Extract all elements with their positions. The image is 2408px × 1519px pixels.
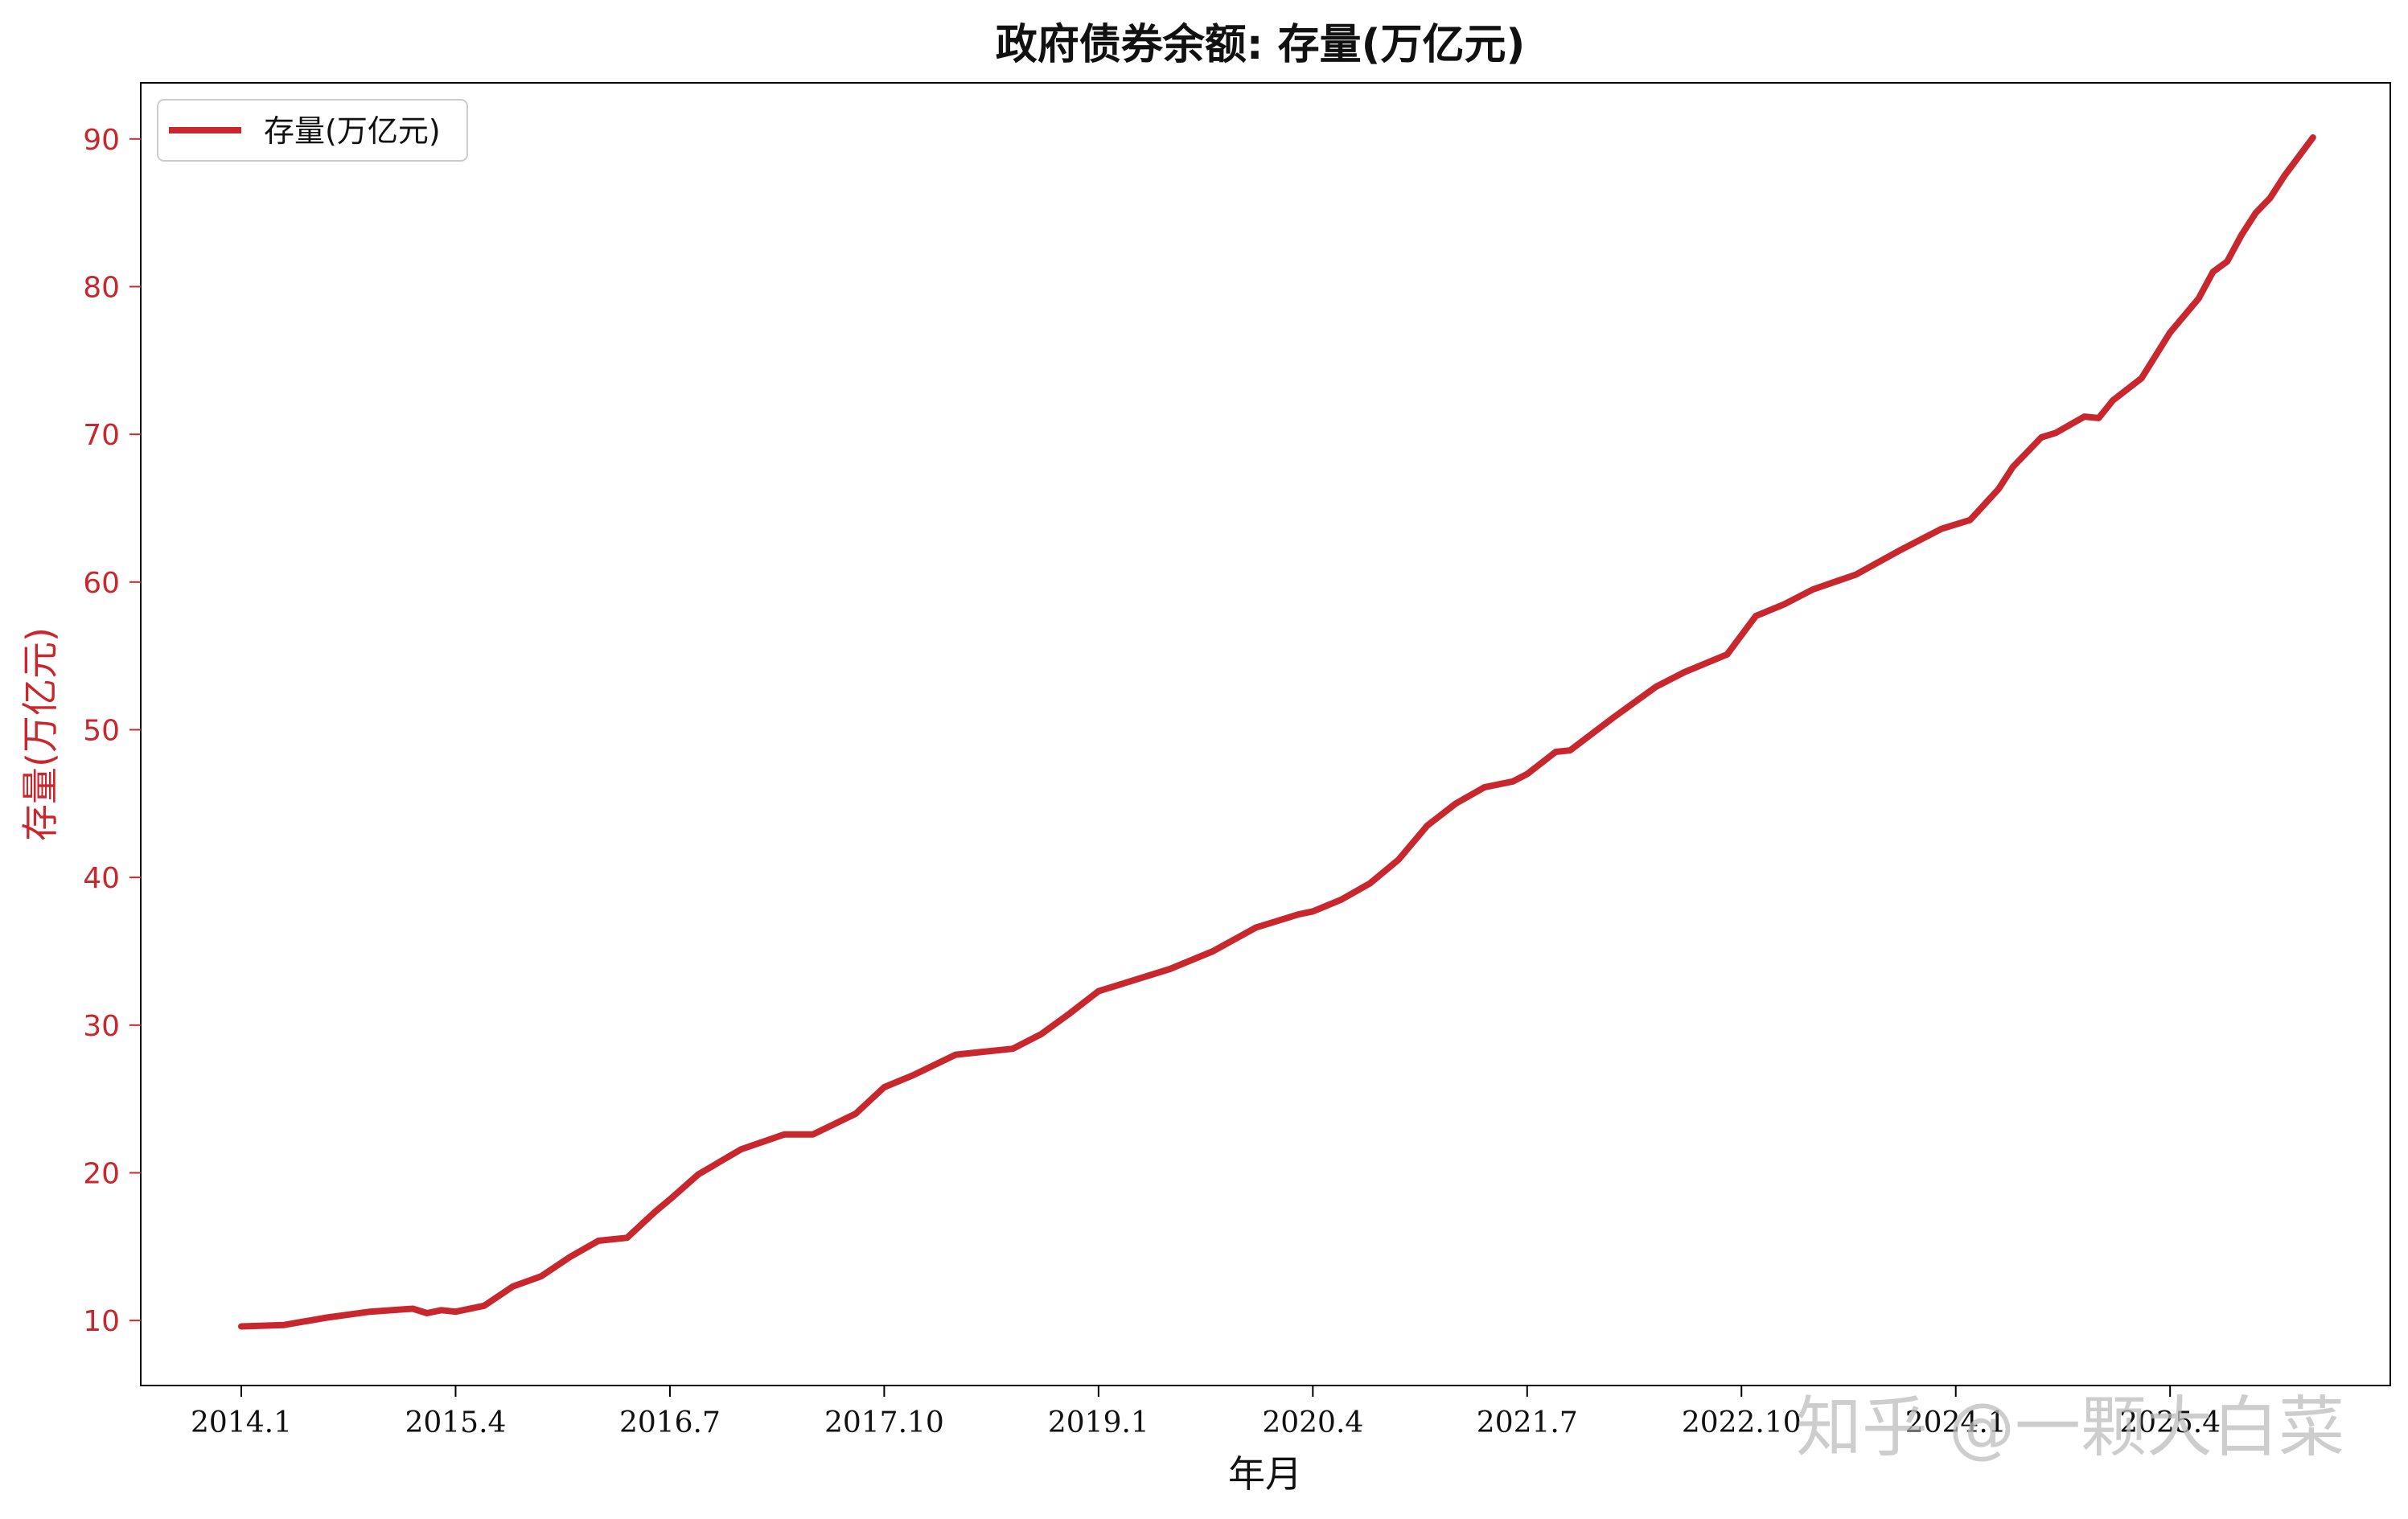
x-tick-label: 2015.4 xyxy=(405,1406,506,1439)
y-tick-label: 10 xyxy=(83,1305,120,1338)
y-tick-label: 80 xyxy=(83,271,120,304)
plot-frame xyxy=(140,82,2391,1386)
y-tick-label: 20 xyxy=(83,1158,120,1191)
watermark: 知乎 @一颗大白菜 xyxy=(1796,1390,2344,1466)
x-axis: 2014.1 2015.4 2016.7 2017.10 2019.1 2020.4 202… xyxy=(191,1386,2221,1439)
y-axis: 10 20 30 40 50 60 70 80 90 xyxy=(83,124,141,1338)
legend: 存量(万亿元) xyxy=(157,99,468,162)
x-tick-label: 2025.4 xyxy=(2119,1406,2221,1439)
y-tick-label: 50 xyxy=(83,714,120,747)
x-tick-label: 2019.1 xyxy=(1048,1406,1149,1439)
chart-title: 政府债券余额: 存量(万亿元) xyxy=(996,21,1525,69)
y-tick-label: 90 xyxy=(83,124,120,157)
x-axis-label: 年月 xyxy=(1228,1452,1302,1496)
legend-label: 存量(万亿元) xyxy=(264,113,441,149)
x-tick-label: 2021.7 xyxy=(1477,1406,1578,1439)
x-tick-label: 2020.4 xyxy=(1262,1406,1363,1439)
x-tick-label: 2022.10 xyxy=(1682,1406,1802,1439)
legend-box xyxy=(157,99,468,162)
series-line-stock xyxy=(238,134,2316,1330)
x-tick-label: 2014.1 xyxy=(191,1406,292,1439)
y-tick-label: 60 xyxy=(83,567,120,600)
y-tick-label: 70 xyxy=(83,419,120,452)
x-tick-label: 2024.1 xyxy=(1905,1406,2007,1439)
y-axis-label: 存量(万亿元) xyxy=(18,627,62,841)
x-tick-label: 2017.10 xyxy=(824,1406,944,1439)
y-tick-label: 40 xyxy=(83,862,120,895)
x-tick-label: 2016.7 xyxy=(619,1406,721,1439)
y-tick-label: 30 xyxy=(83,1010,120,1043)
